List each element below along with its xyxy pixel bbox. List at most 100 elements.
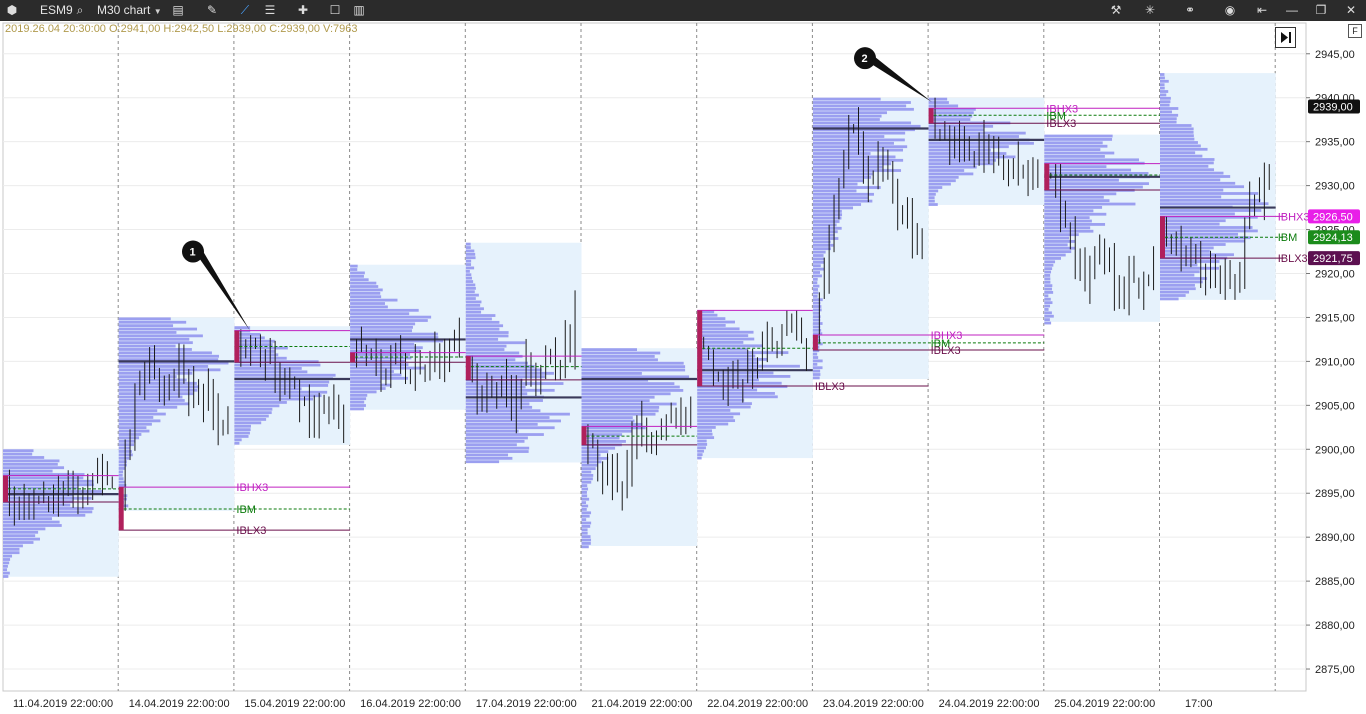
profile-bar: [812, 376, 820, 380]
profile-bar: [697, 436, 715, 440]
profile-bar: [234, 360, 319, 364]
profile-bar: [928, 158, 997, 162]
profile-bar: [350, 370, 394, 373]
close-icon[interactable]: ✕: [1345, 3, 1357, 17]
ib-range-bar: [465, 356, 471, 380]
profile-bar: [812, 267, 825, 271]
back-icon[interactable]: ⇤: [1256, 3, 1268, 17]
market-profile-session: [465, 242, 698, 464]
profile-bar: [697, 398, 745, 402]
profile-bar: [1160, 127, 1194, 131]
profile-bar: [697, 412, 741, 416]
profile-bar: [3, 551, 20, 555]
indicators-icon[interactable]: ⟋: [240, 3, 250, 17]
app-logo-icon[interactable]: ⬢: [6, 3, 18, 17]
profile-bar: [465, 371, 554, 375]
profile-bar: [697, 415, 734, 419]
profile-bar: [1044, 172, 1149, 175]
crosshair-icon[interactable]: ✳: [1144, 3, 1156, 17]
profile-bar: [350, 291, 381, 295]
profile-bar: [812, 131, 906, 135]
window-icon[interactable]: ☐: [329, 3, 341, 17]
profile-bar: [928, 118, 971, 121]
templates-icon[interactable]: ☰: [264, 3, 276, 17]
profile-bar: [1160, 171, 1224, 175]
profile-bar: [697, 354, 756, 358]
profile-bar: [1160, 107, 1179, 110]
profile-bar: [581, 453, 601, 457]
profile-bar: [581, 545, 589, 549]
profile-bar: [1160, 137, 1195, 141]
market-profile-session: [118, 317, 351, 531]
scroll-to-end-button[interactable]: [1275, 27, 1296, 48]
market-profile-session: [581, 348, 813, 549]
profile-bar: [1044, 318, 1050, 322]
add-icon[interactable]: ✚: [297, 3, 309, 17]
profile-bar: [1160, 141, 1198, 144]
f-button[interactable]: F: [1348, 24, 1362, 38]
profile-bar: [3, 564, 8, 568]
ib-range-bar: [1044, 163, 1050, 190]
profile-bar: [812, 189, 857, 193]
profile-bar: [1160, 79, 1169, 83]
profile-bar: [1160, 76, 1165, 80]
profile-bar: [1044, 134, 1113, 138]
profile-bar: [465, 273, 472, 277]
minimize-icon[interactable]: —: [1286, 3, 1298, 17]
profile-bar: [697, 385, 788, 389]
profile-bar: [812, 325, 821, 329]
profile-bar: [118, 456, 130, 460]
profile-bar: [1160, 120, 1177, 124]
symbol-selector[interactable]: ESM9: [40, 3, 73, 17]
profile-bar: [581, 392, 671, 396]
profile-bar: [928, 111, 974, 115]
ib-mid-label: IBM: [1046, 110, 1066, 122]
profile-bar: [465, 419, 561, 423]
profile-bar: [234, 333, 261, 336]
profile-bar: [118, 337, 190, 341]
profile-bar: [812, 220, 840, 223]
profile-bar: [118, 341, 193, 345]
profile-bar: [812, 243, 834, 247]
profile-bar: [465, 388, 555, 392]
profile-bar: [581, 351, 661, 355]
y-tick-label: 2890,00: [1315, 532, 1355, 544]
restore-icon[interactable]: ❐: [1315, 3, 1327, 17]
profile-bar: [697, 347, 748, 351]
y-tick-label: 2935,00: [1315, 137, 1355, 149]
profile-bar: [1044, 226, 1091, 230]
drawing-tools-icon[interactable]: ✎: [206, 3, 218, 17]
profile-bar: [118, 439, 136, 443]
camera-icon[interactable]: ◉: [1224, 3, 1236, 17]
chart-settings-icon[interactable]: ▤: [172, 3, 184, 17]
profile-bar: [1044, 168, 1132, 172]
profile-bar: [697, 443, 708, 446]
profile-bar: [1044, 209, 1094, 213]
profile-bar: [350, 332, 439, 336]
link-icon[interactable]: ⚭: [1184, 3, 1196, 17]
profile-bar: [928, 175, 959, 179]
ib-range-bar: [697, 310, 703, 387]
profile-bar: [928, 141, 1034, 145]
profile-bar: [1160, 161, 1214, 165]
profile-bar: [3, 490, 102, 493]
profile-bar: [118, 378, 187, 382]
profile-bar: [1160, 226, 1253, 229]
chart-area[interactable]: 2875,00 2880,00 2885,00 2890,00 2895,00 2900,…: [0, 21, 1366, 714]
profile-bar: [465, 409, 541, 413]
profile-bar: [581, 538, 592, 542]
search-icon[interactable]: ⌕: [76, 3, 84, 17]
profile-bar: [350, 359, 405, 363]
profile-bar: [812, 203, 862, 206]
profile-bar: [581, 531, 588, 535]
layout-icon[interactable]: ▥: [353, 3, 365, 17]
settings-icon[interactable]: ⚒: [1110, 3, 1122, 17]
profile-bar: [1160, 124, 1192, 127]
profile-bar: [1044, 294, 1049, 298]
profile-bar: [928, 131, 1026, 135]
profile-bar: [812, 128, 915, 132]
timeframe-selector[interactable]: M30 chart ▼: [97, 0, 162, 21]
profile-bar: [465, 365, 535, 368]
profile-bar: [350, 407, 364, 411]
x-tick-label: 23.04.2019 22:00:00: [823, 698, 924, 710]
